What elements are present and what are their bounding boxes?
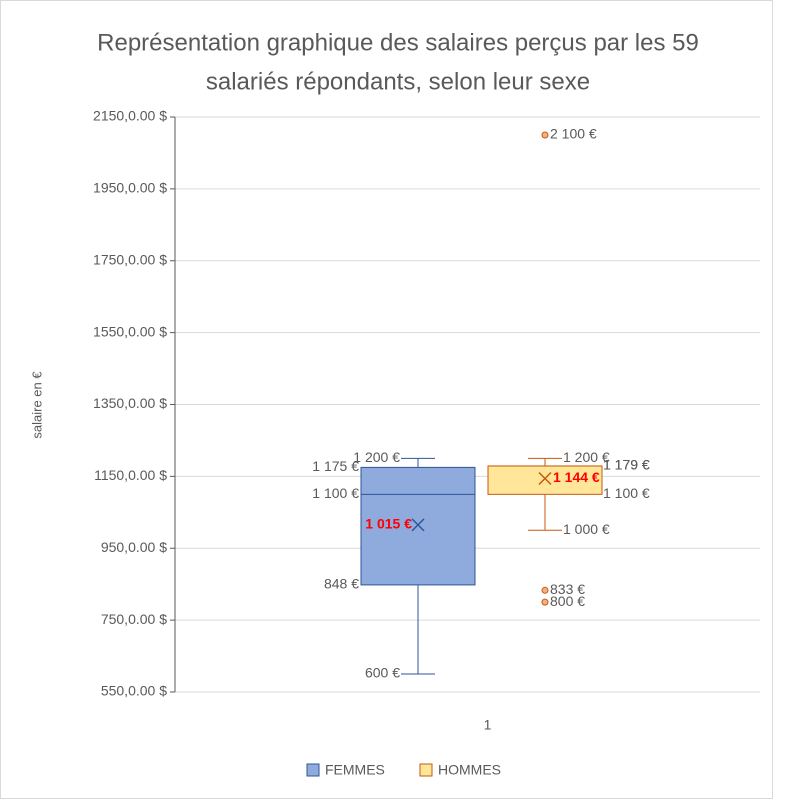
y-tick-label: 1950,0.00 $ (93, 180, 167, 196)
box (360, 466, 476, 586)
y-tick-label: 1350,0.00 $ (93, 395, 167, 411)
y-tick-label: 750,0.00 $ (101, 611, 167, 627)
y-tick-label: 2150,0.00 $ (93, 108, 167, 124)
mean-marker (411, 518, 425, 532)
legend-swatch (419, 763, 433, 777)
data-label: 1 100 € (603, 485, 650, 501)
data-label: 2 100 € (550, 126, 597, 142)
data-label: 848 € (324, 576, 359, 592)
y-tick-label: 1150,0.00 $ (94, 467, 167, 483)
legend-label: FEMMES (325, 762, 385, 778)
legend-label: HOMMES (438, 762, 501, 778)
y-tick-label: 1550,0.00 $ (93, 323, 167, 339)
mean-marker (538, 472, 552, 486)
legend-swatch (306, 763, 320, 777)
data-label: 1 200 € (563, 449, 610, 465)
y-tick-label: 950,0.00 $ (101, 539, 167, 555)
y-tick-label: 1750,0.00 $ (93, 251, 167, 267)
data-label: 1 000 € (563, 521, 610, 537)
data-label: 1 175 € (312, 458, 359, 474)
box (487, 465, 603, 495)
chart-frame (0, 0, 773, 799)
data-label: 833 € (550, 581, 585, 597)
chart-title: salariés répondants, selon leur sexe (206, 68, 590, 95)
y-axis-title: salaire en € (29, 371, 44, 439)
data-label: 1 179 € (603, 457, 650, 473)
mean-label: 1 015 € (365, 516, 412, 532)
chart-title: Représentation graphique des salaires pe… (97, 29, 699, 56)
data-label: 1 200 € (353, 449, 400, 465)
outlier (541, 598, 549, 606)
outlier (541, 586, 549, 594)
y-tick-label: 550,0.00 $ (101, 683, 167, 699)
data-label: 1 179 € (603, 457, 650, 473)
outlier (541, 131, 549, 139)
data-label: 1 100 € (312, 485, 359, 501)
x-tick-label: 1 (484, 717, 492, 733)
data-label: 600 € (365, 665, 400, 681)
mean-label: 1 144 € (553, 469, 600, 485)
data-label: 800 € (550, 593, 585, 609)
